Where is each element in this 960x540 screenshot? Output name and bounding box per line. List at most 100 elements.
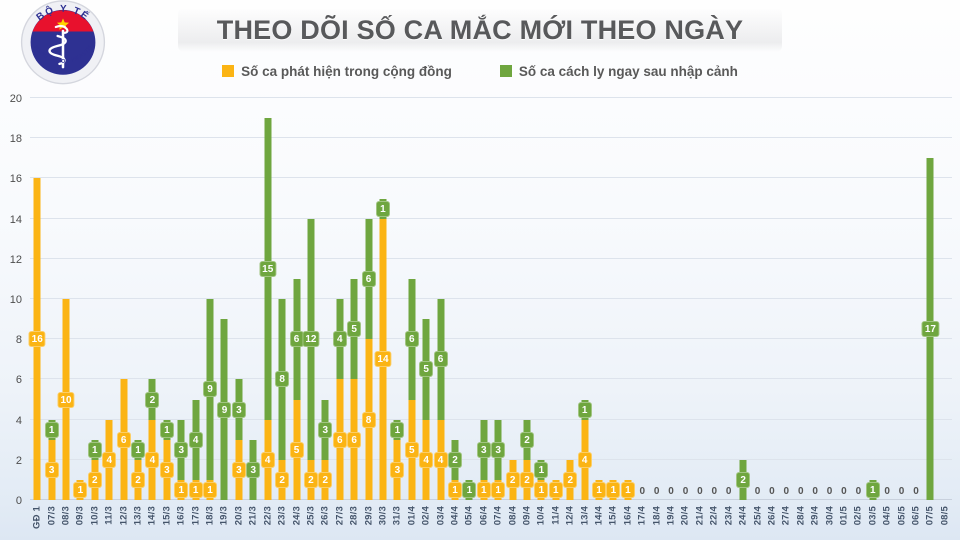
x-axis-label: 15/4 xyxy=(607,506,619,526)
bar-column: 1 15/4 xyxy=(606,98,621,525)
x-axis-label: 04/4 xyxy=(449,506,461,526)
x-axis-label: 27/3 xyxy=(334,506,346,526)
x-axis-label: 20/4 xyxy=(679,506,691,526)
bar-label-community: 3 xyxy=(390,461,405,478)
bar-label-imported: 9 xyxy=(217,401,232,418)
bar-label-imported: 1 xyxy=(87,441,102,458)
bar-column: 2 8 23/3 xyxy=(275,98,290,525)
x-axis-label: 06/4 xyxy=(478,506,490,526)
x-axis-label: 21/3 xyxy=(247,506,259,526)
bar-column: 0 26/4 xyxy=(765,98,779,525)
y-axis-label: 10 xyxy=(9,294,22,306)
bar-label-imported: 8 xyxy=(275,371,290,388)
bar-column: 6 12/3 xyxy=(116,98,131,525)
legend-swatch-community-icon xyxy=(222,65,235,77)
zero-value-label: 0 xyxy=(754,486,761,497)
x-axis-label: 03/5 xyxy=(867,506,879,526)
y-axis-label: 2 xyxy=(15,454,22,467)
bar-column: 6 4 27/3 xyxy=(332,98,347,525)
bar-column: 17 07/5 xyxy=(921,98,939,525)
x-axis-label: 22/3 xyxy=(262,506,274,526)
bar-label-imported: 17 xyxy=(921,321,939,338)
bar-label-community: 1 xyxy=(73,481,88,498)
bar-label-community: 4 xyxy=(433,451,448,468)
x-axis-label: 13/4 xyxy=(579,506,591,526)
chart-title: THEO DÕI SỐ CA MẮC MỚI THEO NGÀY xyxy=(216,14,744,45)
bar-label-community: 4 xyxy=(102,451,117,468)
bar-label-imported: 2 xyxy=(736,471,751,488)
x-axis-label: 26/4 xyxy=(766,506,778,526)
bar-label-community: 8 xyxy=(361,411,376,428)
bar-column: 0 18/4 xyxy=(649,98,663,525)
bar-column: 0 25/4 xyxy=(750,98,764,525)
zero-value-label: 0 xyxy=(668,486,674,497)
bar-label-community: 2 xyxy=(563,471,578,488)
legend-label-imported: Số ca cách ly ngay sau nhập cảnh xyxy=(518,63,738,79)
bar-column: 1 4 17/3 xyxy=(188,98,203,525)
bar-label-community: 2 xyxy=(275,471,290,488)
bar-column: 3 21/3 xyxy=(246,98,261,525)
bar-label-community: 2 xyxy=(318,471,333,488)
x-axis-label: 12/3 xyxy=(118,506,130,526)
x-axis-label: 23/3 xyxy=(276,506,288,526)
x-axis-label: 19/4 xyxy=(665,506,677,526)
bar-column: 2 2 09/4 xyxy=(520,98,535,525)
x-axis-label: 17/3 xyxy=(190,506,202,526)
bar-column: 5 6 01/4 xyxy=(404,98,419,525)
zero-value-label: 0 xyxy=(639,486,646,497)
bar-label-community: 1 xyxy=(548,481,563,498)
x-axis-label: 01/4 xyxy=(406,506,418,526)
y-axis-label: 6 xyxy=(15,374,22,387)
bar-label-community: 6 xyxy=(347,431,362,448)
bar-label-imported: 3 xyxy=(174,441,189,458)
bar-column: 2 12/4 xyxy=(563,98,578,525)
bar-column: 0 21/4 xyxy=(693,98,707,525)
bar-column: 1 05/4 xyxy=(462,98,477,525)
x-axis-label: 12/4 xyxy=(564,506,576,526)
title-band: THEO DÕI SỐ CA MẮC MỚI THEO NGÀY xyxy=(178,8,782,52)
bar-column: 2 1 13/3 xyxy=(131,98,146,525)
x-axis-label: 16/4 xyxy=(622,506,634,526)
bar-column: 1 3 07/4 xyxy=(491,98,506,525)
bar-label-imported: 5 xyxy=(347,321,362,338)
bar-column: 0 30/4 xyxy=(822,98,836,525)
bar-label-imported: 6 xyxy=(361,270,376,287)
zero-value-label: 0 xyxy=(769,486,775,497)
bar-label-imported: 2 xyxy=(520,431,535,448)
bar-column: 10 08/3 xyxy=(57,98,75,525)
grid-line xyxy=(30,217,952,219)
x-axis-label: 29/4 xyxy=(809,506,821,526)
y-axis-label: 20 xyxy=(9,93,22,105)
zero-value-label: 0 xyxy=(653,486,660,497)
bar-label-community: 6 xyxy=(116,431,131,448)
x-axis-label: 10/3 xyxy=(89,506,101,526)
x-axis-label: 07/4 xyxy=(492,506,504,526)
bar-column: 6 5 28/3 xyxy=(347,98,362,525)
x-axis-label: 07/3 xyxy=(46,506,58,526)
bar-column: 4 5 02/4 xyxy=(419,98,434,525)
bar-label-community: 1 xyxy=(447,481,462,498)
x-axis-label: 09/3 xyxy=(74,506,86,526)
bar-label-community: 1 xyxy=(534,481,549,498)
y-axis-label: 4 xyxy=(15,414,22,427)
x-axis-label: 02/4 xyxy=(420,506,432,526)
x-axis-label: 29/3 xyxy=(363,506,375,526)
x-axis-label: 08/3 xyxy=(60,506,72,526)
bar-label-community: 14 xyxy=(374,351,392,368)
bar-label-community: 5 xyxy=(289,441,304,458)
bar-label-community: 16 xyxy=(28,331,46,348)
bar-label-imported: 6 xyxy=(433,351,448,368)
bar-label-community: 1 xyxy=(491,481,506,498)
x-axis-label: 04/5 xyxy=(881,506,893,526)
bar-label-imported: 4 xyxy=(332,331,347,348)
grid-line xyxy=(30,257,952,259)
zero-value-label: 0 xyxy=(898,486,905,497)
x-axis-label: 23/4 xyxy=(723,506,735,526)
chart-area: 0 2 4 6 8 10 12 14 16 18 20 16 GĐ 1 3 1 07/3 10 08/3 1 09/… xyxy=(0,93,960,529)
x-axis-label: 19/3 xyxy=(218,506,230,526)
zero-value-label: 0 xyxy=(725,486,732,497)
x-axis-label: 22/4 xyxy=(708,506,720,526)
grid-line xyxy=(30,137,952,139)
bar-column: 14 1 30/3 xyxy=(374,98,392,525)
